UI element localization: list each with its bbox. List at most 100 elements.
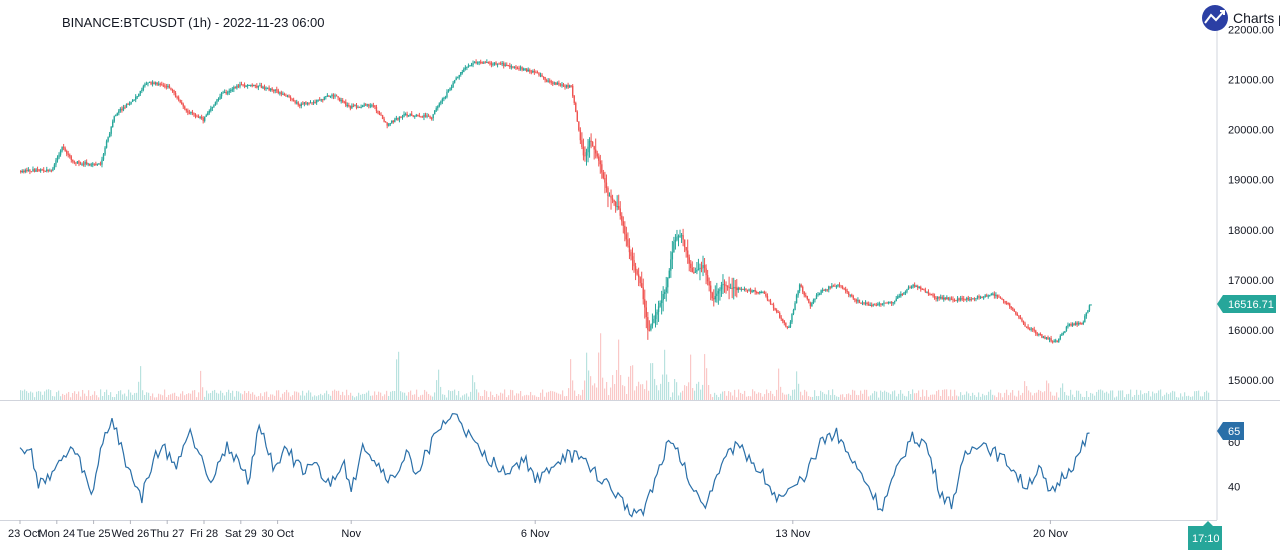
candle-body [844,289,847,291]
volume-bar [214,389,216,400]
rsi-axis[interactable]: 40 60 [1228,437,1240,494]
candle-body [734,287,736,289]
candle-body [746,289,749,291]
trend-arrow-icon [1204,10,1225,24]
volume-bar [1036,392,1038,400]
volume-bar [602,377,604,400]
candle-body [361,105,364,108]
volume-bar [102,396,104,400]
candle-body [340,100,342,102]
volume-bar [84,393,86,400]
candle-body [618,206,620,209]
volume-bar [300,395,302,400]
candle-body [104,147,106,155]
volume-bar [468,396,470,400]
candle-body [647,317,649,330]
candle-body [1064,330,1066,334]
volume-bar [990,389,992,400]
candle-body [194,114,197,117]
volume-bar [446,397,448,400]
volume-bar [1048,383,1050,400]
price-axis[interactable]: 15000.00 16000.00 17000.00 18000.00 19000.00… [1228,25,1274,387]
volume-bar [484,389,486,400]
volume-bar [936,391,938,400]
candle-body [162,85,164,87]
candle-body [759,292,761,294]
candle-body [598,156,600,161]
volume-bar [808,396,810,400]
candle-body [70,156,72,161]
volume-bar [812,396,814,400]
candle-body [493,62,496,65]
candle-body [66,151,68,154]
candle-body [920,287,922,289]
candle-body [728,286,730,289]
candle-body [29,169,31,172]
candle-body [907,287,910,290]
volume-bar [376,394,378,400]
candle-body [171,89,174,91]
volume-bar [266,391,268,400]
volume-bar [886,391,888,400]
volume-bar [380,392,382,400]
volume-bar [938,389,940,400]
candle-body [501,63,503,65]
volume-bar [348,395,350,400]
volume-bar [370,395,372,400]
volume-bar [1186,396,1188,400]
candle-body [636,270,638,275]
volume-bar [496,393,498,400]
candle-body [1028,328,1031,330]
candle-body [1045,337,1048,339]
candle-body [125,103,128,108]
volume-bar [1046,380,1048,400]
volume-bar [1134,395,1136,400]
candle-body [458,74,460,78]
candle-body [101,159,103,165]
volume-bar [550,390,552,400]
volume-bar [350,392,352,400]
volume-bar [1026,386,1028,400]
volume-bar [552,391,554,400]
candle-body [213,105,215,107]
candle-body [392,120,394,122]
volume-bar [1160,389,1162,400]
candle-body [875,304,877,306]
volume-bar [848,393,850,400]
volume-bar [596,387,598,400]
candle-body [23,171,25,173]
candle-body [963,298,965,300]
volume-bar [1016,396,1018,400]
volume-bar [880,390,882,400]
volume-bar [784,394,786,400]
volume-bar [706,368,708,400]
candle-body [992,293,994,295]
candle-body [664,292,666,294]
volume-bar [674,379,676,400]
price-tick-label: 21000.00 [1228,75,1274,87]
volume-bar [1112,390,1114,400]
volume-bar [140,366,142,400]
candle-body [803,291,805,296]
volume-bar [276,390,278,400]
candle-body [570,85,572,87]
volume-bar [502,393,504,400]
candle-body [473,61,476,64]
volume-bar [452,390,454,400]
volume-bar [466,393,468,400]
candle-body [998,296,1000,298]
candle-body [852,296,854,299]
candle-body [1024,323,1026,327]
volume-bar [622,385,624,400]
candle-body [386,122,388,126]
candle-body [714,296,716,300]
candle-body [903,292,905,295]
volume-bar [790,395,792,400]
rsi-value-label: 65 [1228,426,1240,438]
volume-bar [1120,390,1122,400]
brand-badge[interactable]: Charts p [1202,5,1280,31]
candle-body [608,195,611,197]
time-tick-label: Fri 28 [190,528,218,540]
volume-bar [100,389,102,400]
